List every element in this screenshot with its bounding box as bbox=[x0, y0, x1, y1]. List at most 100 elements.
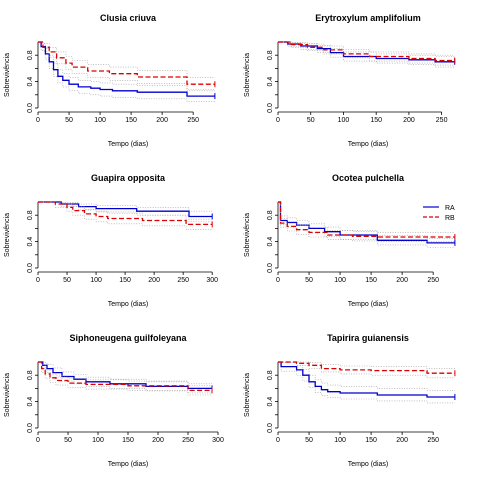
ci-high-ra bbox=[38, 41, 215, 90]
series-line-rb bbox=[38, 201, 213, 226]
x-axis-label: Tempo (dias) bbox=[348, 141, 388, 148]
y-axis-label: Sobrevivência bbox=[244, 373, 251, 417]
x-tick-label: 50 bbox=[64, 437, 72, 444]
x-tick-label: 250 bbox=[177, 277, 189, 284]
x-tick-label: 250 bbox=[427, 277, 439, 284]
legend-label-rb: RB bbox=[445, 215, 455, 222]
x-tick-label: 50 bbox=[63, 277, 71, 284]
panel-title: Guapira opposita bbox=[91, 173, 166, 183]
panel-6: Tapirira guianensis 0 50 100 150 200 250 Tempo … bbox=[244, 333, 456, 468]
y-tick-label: 0.4 bbox=[27, 77, 34, 87]
series-line-rb bbox=[38, 361, 212, 392]
y-tick-label: 0.0 bbox=[267, 423, 274, 433]
y-tick-label: 0.8 bbox=[267, 370, 274, 380]
x-tick-label: 0 bbox=[276, 277, 280, 284]
ci-high-rb bbox=[278, 361, 455, 369]
ci-high-rb bbox=[38, 361, 212, 387]
series-line-rb bbox=[278, 361, 455, 374]
legend: RA RB bbox=[423, 205, 455, 222]
y-axis-label: Sobrevivência bbox=[4, 53, 11, 97]
series-line-rb bbox=[278, 201, 455, 238]
ci-low-rb bbox=[38, 201, 213, 230]
x-tick-label: 200 bbox=[152, 437, 164, 444]
x-axis-label: Tempo (dias) bbox=[348, 301, 388, 308]
y-tick-label: 0.4 bbox=[267, 397, 274, 407]
panel-5: Siphoneugena guilfoleyana 0 50 100 150 200 250… bbox=[4, 333, 224, 468]
ci-high-ra bbox=[278, 41, 455, 57]
ci-low-ra bbox=[38, 361, 212, 394]
x-tick-label: 200 bbox=[156, 117, 168, 124]
ci-high-ra bbox=[278, 201, 455, 239]
y-tick-label: 0.4 bbox=[27, 237, 34, 247]
panel-4: Ocotea pulchella 0 50 100 150 200 250 Tempo (di… bbox=[244, 173, 456, 308]
ci-high-rb bbox=[38, 201, 213, 220]
panel-3: Guapira opposita 0 50 100 150 200 250 300 Tempo … bbox=[4, 173, 218, 308]
x-tick-label: 250 bbox=[187, 117, 199, 124]
y-axis-label: Sobrevivência bbox=[244, 213, 251, 257]
series-line-ra bbox=[278, 201, 455, 244]
ci-low-rb bbox=[278, 41, 455, 66]
x-tick-label: 100 bbox=[334, 437, 346, 444]
x-tick-label: 0 bbox=[276, 437, 280, 444]
y-tick-label: 0.4 bbox=[267, 237, 274, 247]
ci-low-ra bbox=[38, 41, 215, 102]
y-axis-label: Sobrevivência bbox=[4, 213, 11, 257]
x-tick-label: 150 bbox=[365, 437, 377, 444]
panel-title: Tapirira guianensis bbox=[327, 333, 409, 343]
x-tick-label: 300 bbox=[206, 277, 218, 284]
series-line-ra bbox=[38, 201, 213, 218]
x-axis-label: Tempo (dias) bbox=[348, 461, 388, 468]
series-line-ra bbox=[278, 361, 455, 398]
y-tick-label: 0.0 bbox=[27, 263, 34, 273]
panel-title: Siphoneugena guilfoleyana bbox=[69, 333, 187, 343]
ci-high-ra bbox=[38, 201, 213, 212]
x-tick-label: 100 bbox=[94, 117, 106, 124]
x-tick-label: 250 bbox=[182, 437, 194, 444]
y-axis-label: Sobrevivência bbox=[4, 373, 11, 417]
x-tick-label: 250 bbox=[436, 117, 448, 124]
panels: Clusia criuva 0 50 100 150 200 250 Tempo (dias)… bbox=[4, 13, 456, 468]
x-tick-label: 100 bbox=[338, 117, 350, 124]
y-tick-label: 0.8 bbox=[267, 50, 274, 60]
series-line-ra bbox=[38, 41, 215, 97]
panel-title: Clusia criuva bbox=[100, 13, 157, 23]
ci-low-rb bbox=[278, 361, 455, 379]
ci-low-rb bbox=[38, 41, 215, 92]
x-tick-label: 0 bbox=[276, 117, 280, 124]
x-tick-label: 250 bbox=[427, 437, 439, 444]
ci-high-rb bbox=[38, 41, 215, 78]
legend-label-ra: RA bbox=[445, 205, 455, 212]
y-tick-label: 0.0 bbox=[27, 423, 34, 433]
x-tick-label: 50 bbox=[307, 117, 315, 124]
y-tick-label: 0.0 bbox=[267, 103, 274, 113]
x-tick-label: 100 bbox=[92, 437, 104, 444]
y-tick-label: 0.8 bbox=[27, 210, 34, 220]
x-tick-label: 50 bbox=[305, 277, 313, 284]
x-tick-label: 0 bbox=[36, 117, 40, 124]
x-axis-label: Tempo (dias) bbox=[108, 141, 148, 148]
ci-low-rb bbox=[278, 201, 455, 242]
ci-low-ra bbox=[278, 41, 455, 68]
ci-high-ra bbox=[278, 361, 455, 391]
ci-low-ra bbox=[278, 201, 455, 248]
ci-high-ra bbox=[38, 361, 212, 385]
ci-low-ra bbox=[38, 201, 213, 223]
x-tick-label: 200 bbox=[396, 437, 408, 444]
panel-1: Clusia criuva 0 50 100 150 200 250 Tempo (dias)… bbox=[4, 13, 216, 148]
x-tick-label: 150 bbox=[125, 117, 137, 124]
y-tick-label: 0.4 bbox=[267, 77, 274, 87]
ci-high-rb bbox=[278, 41, 455, 56]
y-tick-label: 0.4 bbox=[27, 397, 34, 407]
x-tick-label: 150 bbox=[370, 117, 382, 124]
x-tick-label: 100 bbox=[90, 277, 102, 284]
panel-2: Erytroxylum amplifolium 0 50 100 150 200 250 Te… bbox=[244, 13, 456, 148]
x-tick-label: 150 bbox=[122, 437, 134, 444]
ci-low-ra bbox=[278, 361, 455, 404]
y-tick-label: 0.8 bbox=[27, 50, 34, 60]
y-tick-label: 0.0 bbox=[27, 103, 34, 113]
x-axis-label: Tempo (dias) bbox=[108, 461, 148, 468]
x-tick-label: 150 bbox=[365, 277, 377, 284]
x-tick-label: 50 bbox=[305, 437, 313, 444]
x-tick-label: 200 bbox=[148, 277, 160, 284]
